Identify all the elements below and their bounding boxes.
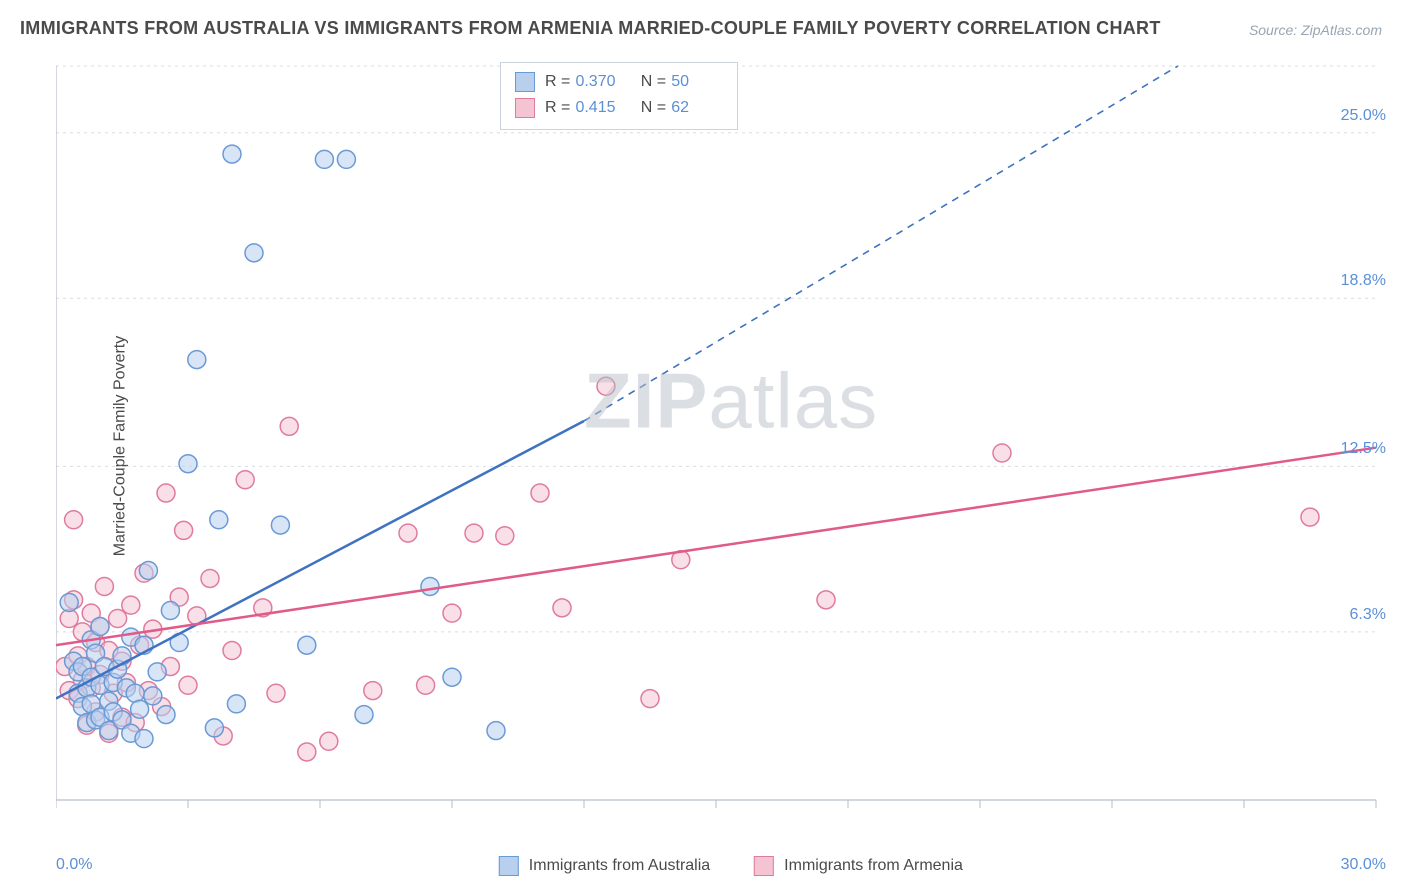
source-attribution: Source: ZipAtlas.com xyxy=(1249,22,1382,38)
series-legend: Immigrants from Australia Immigrants from… xyxy=(499,856,963,876)
series-legend-item: Immigrants from Armenia xyxy=(754,856,963,876)
x-axis-max-label: 30.0% xyxy=(1341,856,1386,874)
legend-row: R = 0.370 N = 50 xyxy=(515,69,723,95)
y-tick-label: 6.3% xyxy=(1350,606,1386,624)
legend-label: Immigrants from Armenia xyxy=(784,857,963,875)
chart-title: IMMIGRANTS FROM AUSTRALIA VS IMMIGRANTS … xyxy=(20,18,1161,39)
legend-stats: R = 0.370 N = 50 xyxy=(545,69,723,95)
legend-swatch xyxy=(499,856,519,876)
plot-svg xyxy=(56,60,1386,830)
legend-row: R = 0.415 N = 62 xyxy=(515,95,723,121)
legend-swatch xyxy=(515,98,535,118)
x-axis-min-label: 0.0% xyxy=(56,856,92,874)
y-tick-label: 25.0% xyxy=(1341,107,1386,125)
legend-swatch xyxy=(515,72,535,92)
y-tick-label: 18.8% xyxy=(1341,272,1386,290)
correlation-legend: R = 0.370 N = 50R = 0.415 N = 62 xyxy=(500,62,738,130)
scatter-plot xyxy=(56,60,1386,830)
y-tick-label: 12.5% xyxy=(1341,440,1386,458)
legend-stats: R = 0.415 N = 62 xyxy=(545,95,723,121)
series-legend-item: Immigrants from Australia xyxy=(499,856,710,876)
legend-swatch xyxy=(754,856,774,876)
legend-label: Immigrants from Australia xyxy=(529,857,710,875)
